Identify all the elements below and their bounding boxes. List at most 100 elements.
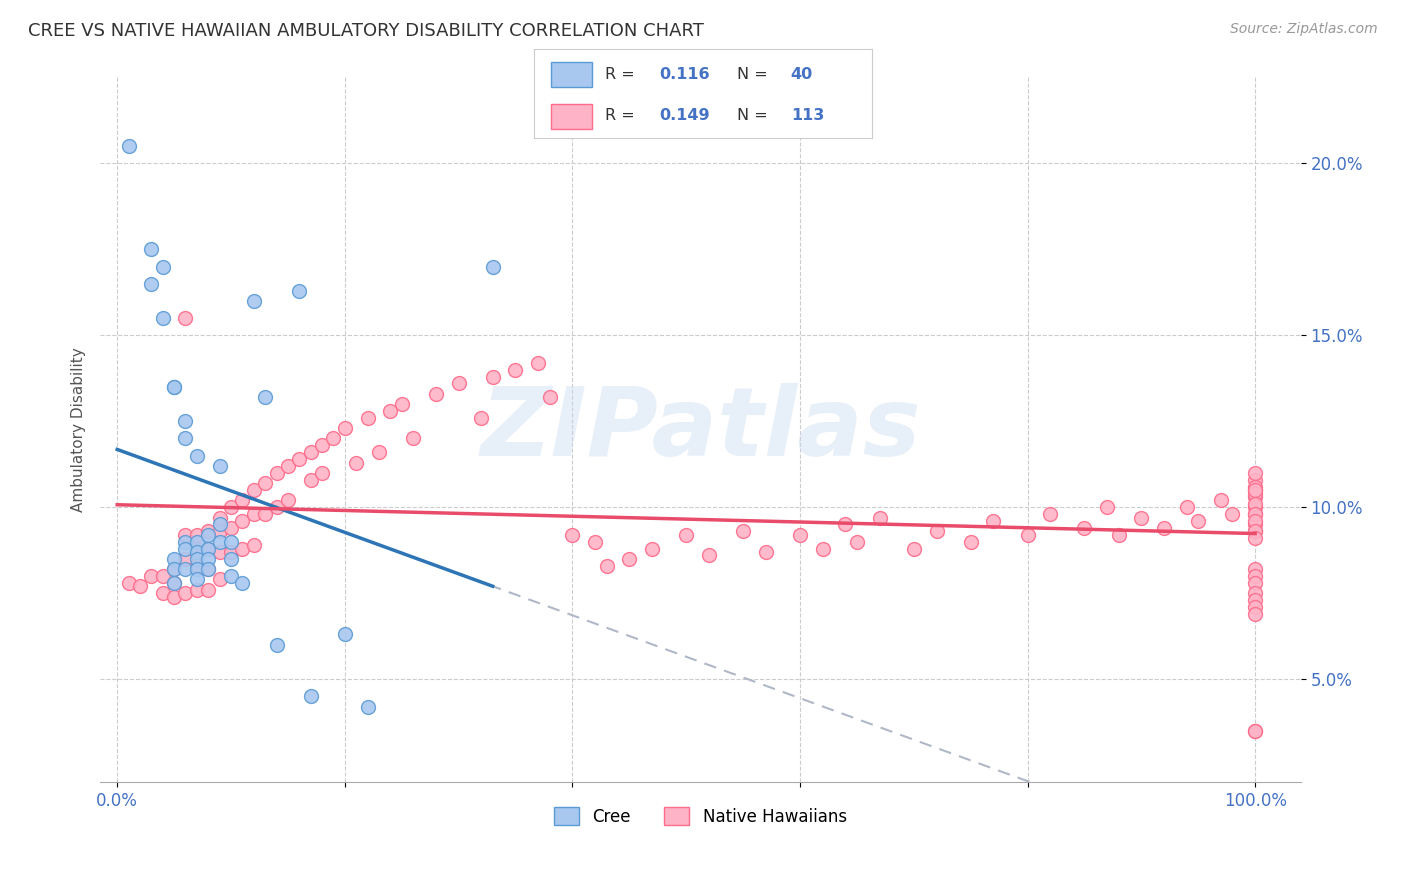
Y-axis label: Ambulatory Disability: Ambulatory Disability (72, 348, 86, 512)
Point (197, 528, 219, 542)
Point (595, 558, 617, 573)
Point (163, 575, 186, 590)
Point (1095, 500, 1118, 515)
Point (356, 699, 378, 714)
Point (174, 562, 197, 576)
Point (174, 534, 197, 549)
Point (1244, 490, 1267, 504)
Point (1244, 531, 1267, 545)
Point (322, 432, 344, 446)
Legend: Cree, Native Hawaiians: Cree, Native Hawaiians (546, 799, 855, 834)
Point (299, 473, 322, 487)
Point (481, 260, 503, 274)
Text: CREE VS NATIVE HAWAIIAN AMBULATORY DISABILITY CORRELATION CHART: CREE VS NATIVE HAWAIIAN AMBULATORY DISAB… (28, 22, 704, 40)
Point (1244, 586, 1267, 600)
Point (1244, 507, 1267, 521)
Point (186, 528, 208, 542)
Point (869, 510, 891, 524)
Text: 40: 40 (790, 67, 813, 81)
Point (186, 449, 208, 463)
Point (1244, 514, 1267, 528)
Point (368, 445, 391, 459)
Point (299, 690, 322, 704)
Point (1244, 483, 1267, 497)
Text: 0.149: 0.149 (659, 108, 710, 122)
Point (402, 432, 425, 446)
Point (1153, 521, 1175, 535)
Point (219, 521, 242, 535)
Point (1073, 521, 1095, 535)
Point (208, 573, 231, 587)
Point (152, 569, 174, 583)
Point (1244, 524, 1267, 539)
Point (619, 552, 641, 566)
Point (231, 493, 253, 508)
Point (208, 517, 231, 532)
Point (288, 284, 311, 298)
Point (186, 541, 208, 556)
Point (219, 569, 242, 583)
Point (186, 534, 208, 549)
Point (163, 380, 186, 394)
Point (561, 528, 583, 542)
Point (174, 311, 197, 326)
Point (141, 277, 163, 291)
Point (197, 562, 219, 576)
Point (1244, 599, 1267, 614)
Point (197, 562, 219, 576)
Point (1244, 593, 1267, 607)
Point (242, 538, 264, 552)
Point (186, 552, 208, 566)
Point (174, 552, 197, 566)
Point (1130, 510, 1153, 524)
Point (231, 541, 253, 556)
Point (197, 541, 219, 556)
Point (163, 380, 186, 394)
Bar (551, 62, 592, 87)
Point (333, 421, 356, 435)
Point (1187, 514, 1209, 528)
Point (163, 562, 186, 576)
Point (356, 410, 378, 425)
Point (1244, 480, 1267, 494)
Point (266, 500, 288, 515)
Point (117, 139, 139, 153)
Point (231, 575, 253, 590)
Point (1244, 486, 1267, 500)
Point (1244, 500, 1267, 515)
Point (811, 541, 834, 556)
Point (1244, 569, 1267, 583)
Point (1175, 500, 1198, 515)
Text: 0.116: 0.116 (659, 67, 710, 81)
Point (208, 458, 231, 473)
Point (344, 456, 367, 470)
Point (1017, 528, 1039, 542)
Point (789, 528, 811, 542)
Point (505, 362, 527, 376)
Point (299, 445, 322, 459)
Point (197, 552, 219, 566)
Point (129, 579, 152, 593)
Point (277, 458, 299, 473)
Point (219, 545, 242, 559)
Point (1244, 524, 1267, 539)
Point (1244, 483, 1267, 497)
Point (152, 586, 174, 600)
Text: Source: ZipAtlas.com: Source: ZipAtlas.com (1230, 22, 1378, 37)
Point (583, 534, 606, 549)
Point (391, 397, 413, 411)
Point (1244, 723, 1267, 738)
Point (117, 575, 139, 590)
Point (277, 493, 299, 508)
Point (527, 356, 550, 370)
Text: N =: N = (737, 67, 773, 81)
Point (1244, 517, 1267, 532)
Point (254, 476, 277, 491)
Point (675, 528, 697, 542)
Point (447, 376, 470, 391)
Point (152, 260, 174, 274)
Text: R =: R = (605, 67, 640, 81)
Point (1222, 507, 1244, 521)
Point (755, 545, 778, 559)
Point (1244, 507, 1267, 521)
